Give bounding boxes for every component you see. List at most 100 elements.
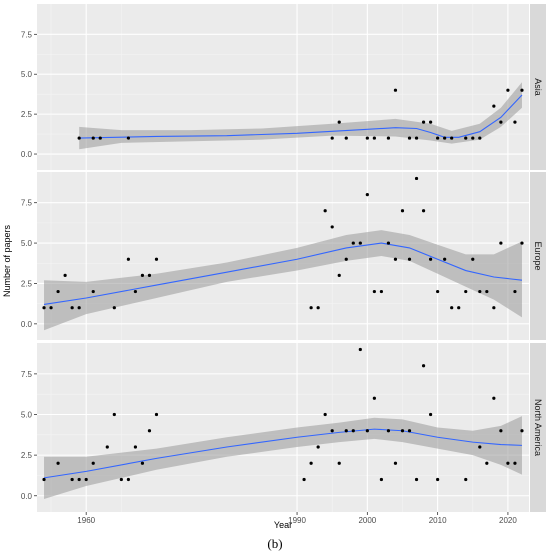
data-point	[323, 412, 327, 417]
data-point	[77, 136, 81, 140]
panel-asia: 0.0 2.5 5.0 7.5 Asia	[21, 4, 546, 170]
data-point	[119, 477, 123, 482]
data-point	[372, 289, 376, 294]
data-point	[450, 136, 454, 140]
confidence-band	[44, 416, 522, 499]
data-point	[98, 136, 102, 140]
data-point	[506, 461, 510, 465]
data-point	[436, 477, 440, 482]
x-tick-label: 1960	[77, 516, 95, 525]
data-point	[485, 289, 489, 294]
data-point	[379, 289, 383, 294]
data-point	[147, 429, 152, 433]
data-point	[358, 241, 362, 245]
data-point	[330, 225, 334, 229]
data-point	[492, 306, 496, 310]
data-point	[316, 445, 320, 449]
data-point	[513, 289, 517, 294]
data-point	[337, 461, 341, 465]
data-point	[154, 412, 159, 417]
y-tick-label: 5.0	[21, 70, 33, 79]
data-point	[126, 136, 130, 140]
y-tick-label: 7.5	[21, 370, 33, 379]
data-point	[365, 193, 369, 197]
y-tick-label: 2.5	[21, 110, 33, 119]
data-point	[513, 461, 517, 465]
panel-background	[37, 4, 529, 170]
figure-caption: (b)	[267, 536, 282, 551]
panel-background	[37, 343, 529, 512]
data-point	[414, 176, 419, 181]
panel-europe: 0.0 2.5 5.0 7.5 Europe	[21, 172, 546, 340]
x-tick-label: 1990	[288, 516, 306, 525]
data-point	[414, 477, 419, 482]
y-tick-label: 2.5	[21, 279, 33, 288]
data-point	[56, 461, 60, 465]
data-point	[302, 477, 306, 482]
data-point	[358, 347, 362, 352]
data-point	[471, 136, 475, 140]
data-point	[499, 429, 503, 433]
data-point	[91, 289, 95, 294]
data-point	[457, 306, 461, 310]
data-point	[337, 120, 341, 124]
data-point	[63, 273, 67, 277]
data-point	[42, 306, 46, 310]
data-point	[316, 306, 320, 310]
data-point	[478, 289, 482, 294]
data-point	[421, 120, 426, 124]
data-point	[492, 104, 496, 108]
data-point	[309, 306, 313, 310]
data-point	[421, 364, 426, 368]
data-point	[436, 289, 440, 294]
x-tick-label: 2010	[429, 516, 447, 525]
data-point	[372, 136, 376, 140]
data-point	[400, 209, 405, 213]
smooth-line	[79, 94, 523, 139]
data-point	[112, 412, 116, 417]
data-point	[429, 257, 433, 261]
y-tick-label: 7.5	[21, 30, 33, 39]
data-point	[499, 241, 503, 245]
panel-north-america: 0.0 2.5 5.0 7.5 North America	[21, 343, 546, 512]
panels-layer: 0.0 2.5 5.0 7.5 Asia 0.0 2.5 5.0 7.5 Europe 0.0 2.5…	[21, 4, 546, 512]
data-point	[70, 306, 74, 310]
data-point	[91, 461, 95, 465]
data-point	[309, 461, 313, 465]
data-point	[323, 209, 327, 213]
data-point	[429, 412, 433, 417]
data-point	[407, 136, 412, 140]
facet-strip	[530, 172, 546, 340]
data-point	[393, 257, 398, 261]
data-point	[84, 477, 88, 482]
data-point	[386, 136, 391, 140]
data-point	[499, 120, 503, 124]
data-point	[478, 445, 482, 449]
data-point	[386, 429, 391, 433]
x-tick-label: 2020	[499, 516, 517, 525]
data-point	[337, 273, 341, 277]
data-point	[105, 445, 109, 449]
data-point	[133, 445, 137, 449]
data-point	[372, 396, 376, 400]
data-point	[140, 273, 145, 277]
confidence-band	[44, 230, 522, 331]
data-point	[330, 429, 334, 433]
data-point	[365, 136, 369, 140]
data-point	[407, 429, 412, 433]
y-tick-label: 5.0	[21, 411, 33, 420]
data-point	[70, 477, 74, 482]
data-point	[443, 136, 447, 140]
y-axis-title: Number of papers	[2, 224, 12, 297]
data-point	[520, 88, 524, 92]
data-point	[344, 257, 348, 261]
data-point	[450, 306, 454, 310]
data-point	[485, 461, 489, 465]
y-tick-label: 7.5	[21, 199, 33, 208]
data-point	[351, 241, 355, 245]
data-point	[513, 120, 517, 124]
data-point	[478, 136, 482, 140]
data-point	[414, 136, 419, 140]
data-point	[344, 136, 348, 140]
facet-label: Europe	[533, 241, 543, 270]
